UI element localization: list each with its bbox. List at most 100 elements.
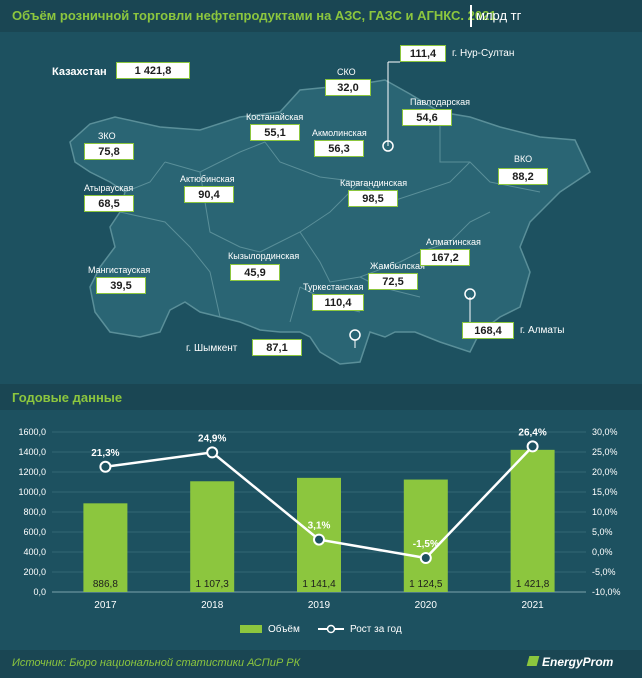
y-tick-right: -5,0%	[592, 567, 616, 577]
almaty-marker	[464, 288, 476, 300]
y-tick-left: 1200,0	[18, 467, 46, 477]
region-value-mangistau: 39,5	[96, 277, 146, 294]
region-value-vko: 88,2	[498, 168, 548, 185]
city-value-nursultan: 111,4	[400, 45, 446, 62]
region-label-mangistau: Мангистауская	[88, 265, 151, 275]
region-label-kostanay: Костанайская	[246, 112, 304, 122]
region-value-sko: 32,0	[325, 79, 371, 96]
growth-label: -1,5%	[413, 539, 439, 550]
y-tick-left: 0,0	[33, 587, 46, 597]
y-tick-right: 20,0%	[592, 467, 618, 477]
bar-value-label: 886,8	[93, 579, 118, 590]
region-label-pavlodar: Павлодарская	[410, 97, 470, 107]
section-bar	[0, 384, 642, 410]
y-tick-right: 30,0%	[592, 427, 618, 437]
legend-swatch-bar	[240, 625, 262, 633]
y-tick-right: 15,0%	[592, 487, 618, 497]
region-value-turkestan: 110,4	[312, 294, 364, 311]
y-tick-left: 200,0	[23, 567, 46, 577]
region-value-aktobe: 90,4	[184, 186, 234, 203]
map-outline	[69, 79, 591, 365]
city-label-almaty: г. Алматы	[520, 325, 565, 336]
region-label-akmola: Акмолинская	[312, 128, 367, 138]
y-tick-right: 10,0%	[592, 507, 618, 517]
region-value-karaganda: 98,5	[348, 190, 398, 207]
bar	[83, 503, 128, 592]
region-label-zhambyl: Жамбылская	[370, 261, 425, 271]
source-text: Источник: Бюро национальной статистики А…	[12, 657, 301, 669]
shymkent-marker	[349, 329, 361, 341]
city-label-nursultan: г. Нур-Султан	[452, 48, 515, 59]
map-area: Казахстан 1 421,8 ЗКО 75,8 Атырауская 68…	[0, 32, 642, 374]
region-value-zhambyl: 72,5	[368, 273, 418, 290]
city-value-shymkent: 87,1	[252, 339, 302, 356]
city-label-shymkent: г. Шымкент	[186, 343, 238, 354]
page-title: Объём розничной торговли нефтепродуктами…	[12, 8, 497, 23]
logo-text: EnergyProm	[542, 655, 614, 669]
region-label-karaganda: Карагандинская	[340, 178, 408, 188]
growth-label: 24,9%	[198, 433, 226, 444]
region-label-aktobe: Актюбинская	[180, 174, 235, 184]
y-tick-left: 1000,0	[18, 487, 46, 497]
title-bar	[0, 0, 642, 32]
region-label-kyzylorda: Кызылординская	[228, 251, 300, 261]
y-tick-left: 1600,0	[18, 427, 46, 437]
region-value-zko: 75,8	[84, 143, 134, 160]
total-value: 1 421,8	[116, 62, 190, 79]
bar-value-label: 1 107,3	[196, 579, 230, 590]
region-label-zko: ЗКО	[98, 131, 116, 141]
y-tick-right: 0,0%	[592, 547, 613, 557]
bar	[190, 481, 235, 592]
region-label-turkestan: Туркестанская	[303, 282, 364, 292]
region-value-almaty-region: 167,2	[420, 249, 470, 266]
nursultan-marker	[382, 140, 394, 152]
title-unit: млрд тг	[476, 8, 522, 23]
brand-logo: EnergyProm	[526, 655, 614, 669]
region-value-kyzylorda: 45,9	[230, 264, 280, 281]
x-tick-label: 2021	[521, 600, 544, 611]
bar	[403, 479, 448, 592]
y-tick-left: 600,0	[23, 527, 46, 537]
region-label-almaty-region: Алматинская	[426, 237, 481, 247]
logo-icon	[526, 656, 540, 666]
region-label-vko: ВКО	[514, 154, 533, 164]
legend-label-bar: Объём	[268, 623, 300, 635]
y-tick-left: 1400,0	[18, 447, 46, 457]
x-tick-label: 2019	[308, 600, 331, 611]
y-tick-left: 800,0	[23, 507, 46, 517]
legend-label-line: Рост за год	[350, 624, 402, 635]
y-tick-right: -10,0%	[592, 587, 621, 597]
city-value-almaty: 168,4	[462, 322, 514, 339]
region-value-pavlodar: 54,6	[402, 109, 452, 126]
total-label: Казахстан	[52, 66, 107, 78]
x-tick-label: 2018	[201, 600, 224, 611]
bar-value-label: 1 421,8	[516, 579, 550, 590]
bar-value-label: 1 124,5	[409, 579, 443, 590]
y-tick-right: 25,0%	[592, 447, 618, 457]
y-tick-left: 400,0	[23, 547, 46, 557]
region-value-atyrau: 68,5	[84, 195, 134, 212]
region-label-sko: СКО	[337, 67, 356, 77]
bar	[510, 449, 555, 592]
growth-point	[99, 460, 112, 473]
title-separator	[470, 5, 472, 27]
x-tick-label: 2020	[415, 600, 438, 611]
region-label-atyrau: Атырауская	[84, 183, 134, 193]
growth-point	[206, 446, 219, 459]
growth-point	[313, 533, 325, 546]
section-title: Годовые данные	[12, 390, 123, 405]
region-value-kostanay: 55,1	[250, 124, 300, 141]
y-tick-right: 5,0%	[592, 527, 613, 537]
chart-container: 0,0 200,0 400,0 600,0 800,0 1000,0 1200,0 1400,…	[0, 410, 642, 650]
bar-value-label: 1 141,4	[302, 579, 336, 590]
kazakhstan-map	[69, 61, 591, 365]
growth-label: 3,1%	[308, 521, 331, 532]
x-tick-label: 2017	[94, 600, 117, 611]
region-value-akmola: 56,3	[314, 140, 364, 157]
combo-chart: 0,0 200,0 400,0 600,0 800,0 1000,0 1200,0 1400,…	[18, 427, 621, 635]
growth-point	[526, 440, 539, 453]
legend-swatch-marker	[326, 624, 336, 634]
growth-label: 26,4%	[518, 427, 546, 438]
growth-point	[419, 552, 432, 564]
growth-label: 21,3%	[91, 448, 119, 459]
